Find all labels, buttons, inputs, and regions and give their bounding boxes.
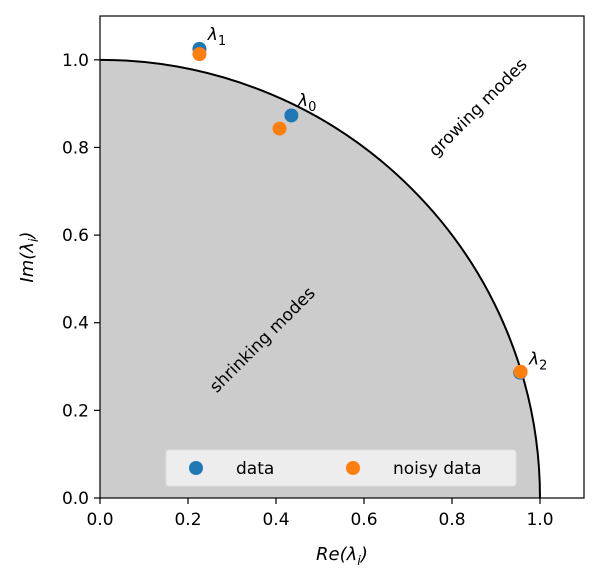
y-axis-label-base: Im(λ (17, 242, 38, 283)
x-tick-label: 0.6 (350, 510, 377, 530)
y-axis-ticks: 0.0 0.2 0.4 0.6 0.8 1.0 (62, 51, 100, 509)
y-tick-label: 0.4 (62, 314, 89, 334)
x-axis-label-base: Re(λ (316, 544, 357, 565)
data-point (284, 108, 299, 123)
eigenvalue-label: λ1 (207, 25, 226, 49)
legend-marker (346, 461, 360, 475)
legend: data noisy data (165, 449, 517, 487)
y-axis-label-sub: i (27, 238, 42, 242)
y-tick-label: 0.6 (62, 226, 89, 246)
point-labels: λ0 λ1 λ2 (207, 25, 548, 373)
legend-entry: noisy data (393, 459, 482, 479)
unit-disk-region (100, 59, 540, 499)
y-tick-label: 0.2 (62, 401, 89, 421)
x-axis-label-close: ) (359, 544, 368, 565)
x-axis-label-sub: i (357, 554, 361, 569)
noisy-data-point (192, 47, 207, 62)
data-markers (192, 41, 528, 380)
legend-marker (189, 461, 203, 475)
noisy-data-point (513, 364, 528, 379)
y-axis-label-close: ) (17, 231, 38, 240)
y-tick-label: 0.8 (62, 138, 89, 158)
x-tick-label: 0.4 (262, 510, 289, 530)
x-tick-label: 0.8 (438, 510, 465, 530)
x-axis-label: Re(λi) (316, 544, 368, 569)
eigenvalue-label: λ0 (297, 91, 316, 115)
x-tick-label: 0.0 (86, 510, 113, 530)
unit-circle-arc (99, 58, 541, 499)
plot-frame (99, 15, 585, 499)
x-axis-ticks: 0.0 0.2 0.4 0.6 0.8 1.0 (86, 498, 554, 530)
noisy-data-point (272, 121, 287, 136)
eigenvalue-label: λ2 (528, 349, 547, 373)
y-tick-label: 0.0 (62, 489, 89, 509)
x-tick-label: 0.2 (174, 510, 201, 530)
legend-box (165, 449, 517, 487)
y-tick-label: 1.0 (62, 51, 89, 71)
x-tick-label: 1.0 (526, 510, 553, 530)
legend-entry: data (236, 459, 274, 479)
y-axis-label: Im(λi) (17, 231, 42, 282)
